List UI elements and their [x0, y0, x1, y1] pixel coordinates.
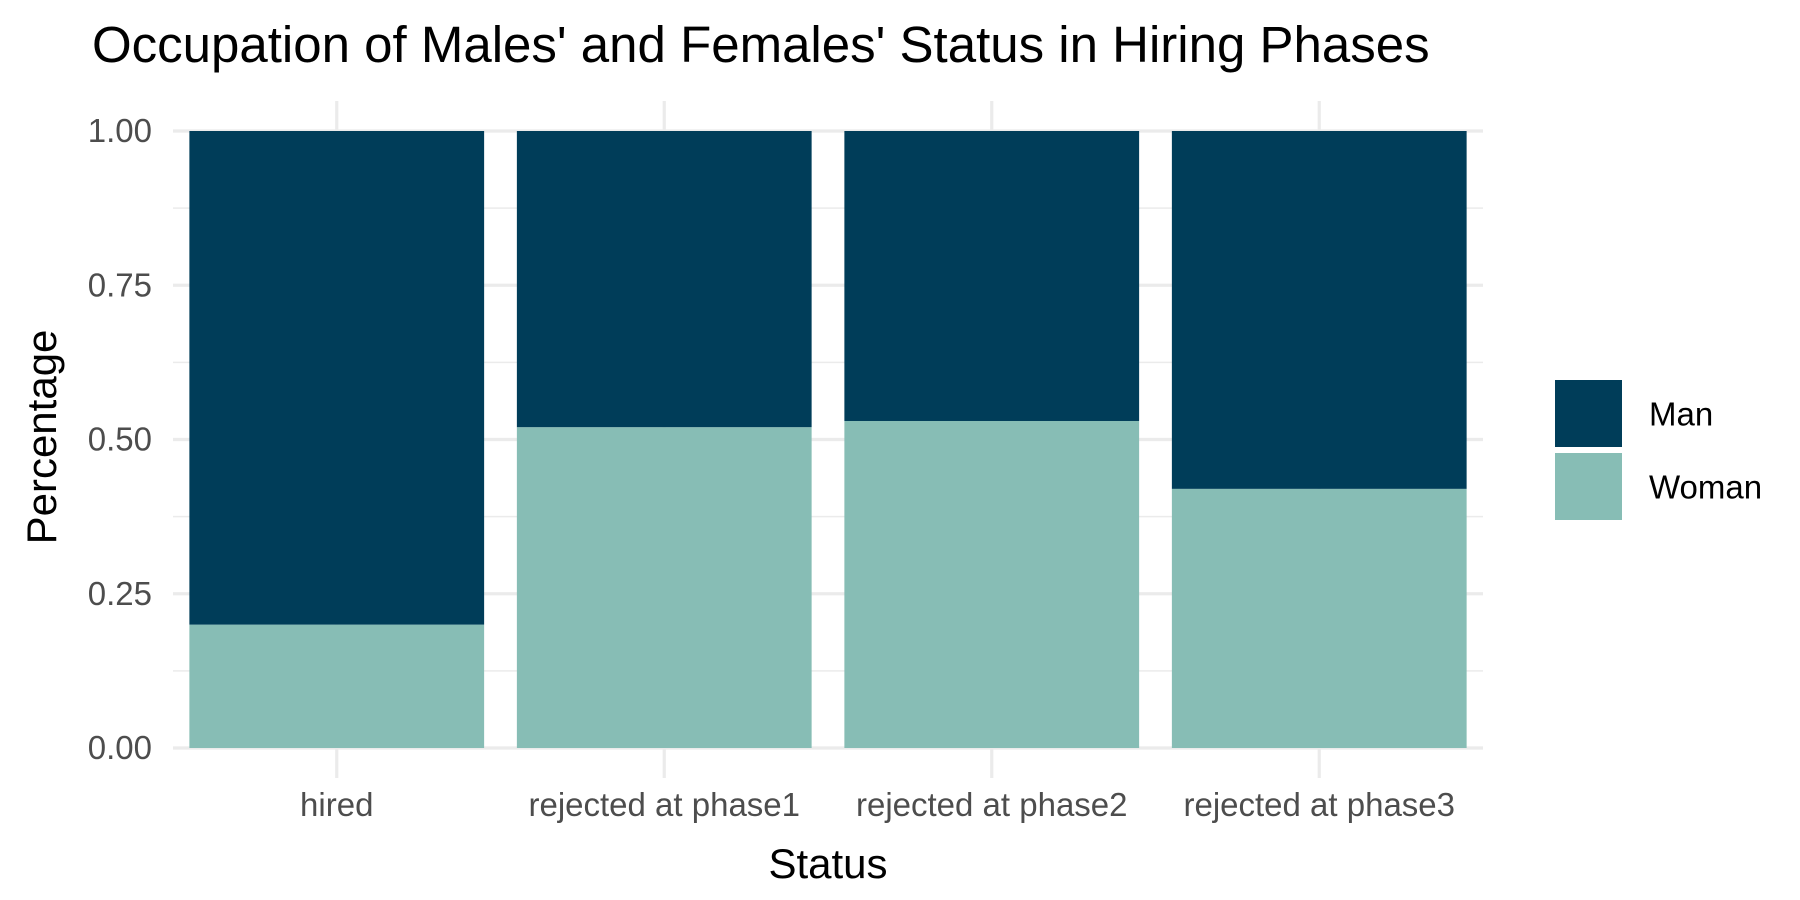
legend-label-woman: Woman — [1649, 469, 1762, 506]
bar-segment-man — [516, 131, 812, 428]
legend: Man Woman — [1555, 380, 1762, 520]
x-tick-label: rejected at phase1 — [528, 786, 800, 823]
bar-segment-man — [189, 131, 485, 625]
chart-title: Occupation of Males' and Females' Status… — [92, 16, 1430, 73]
y-tick-label: 0.00 — [88, 729, 152, 766]
legend-label-man: Man — [1649, 396, 1713, 433]
bars — [189, 131, 1467, 748]
bar-segment-woman — [189, 624, 485, 748]
x-tick-label: rejected at phase2 — [856, 786, 1128, 823]
bar-segment-woman — [844, 420, 1140, 748]
x-tick-label: rejected at phase3 — [1183, 786, 1455, 823]
plot-area — [173, 101, 1483, 778]
y-tick-label: 0.75 — [88, 266, 152, 303]
y-axis-title: Percentage — [18, 330, 65, 545]
bar-segment-woman — [1171, 488, 1467, 748]
x-axis-title: Status — [768, 840, 887, 887]
y-tick-label: 1.00 — [88, 112, 152, 149]
bar-segment-man — [844, 131, 1140, 421]
legend-key-man — [1555, 380, 1622, 447]
y-tick-label: 0.25 — [88, 575, 152, 612]
y-axis-ticks: 0.00 0.25 0.50 0.75 1.00 — [88, 112, 152, 766]
x-axis-ticks: hired rejected at phase1 rejected at phase… — [300, 786, 1455, 823]
bar-segment-man — [1171, 131, 1467, 489]
bar-segment-woman — [516, 427, 812, 748]
y-tick-label: 0.50 — [88, 421, 152, 458]
x-tick-label: hired — [300, 786, 373, 823]
legend-key-woman — [1555, 453, 1622, 520]
